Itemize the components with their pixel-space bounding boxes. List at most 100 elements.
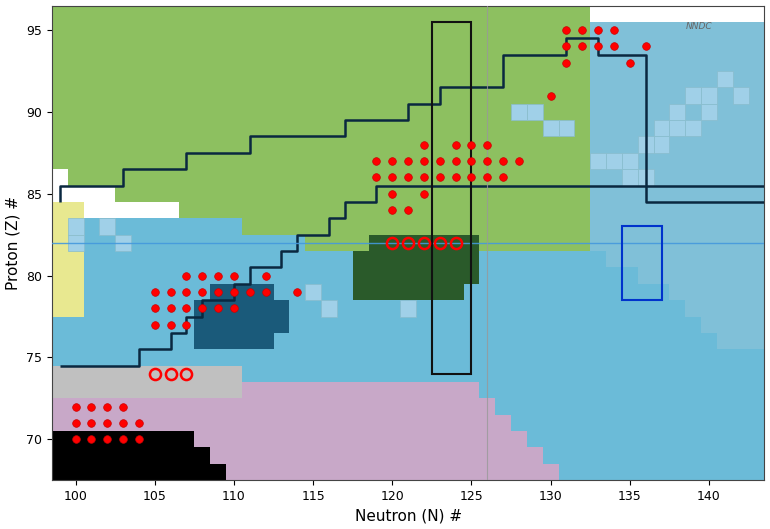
- Bar: [558, 333, 574, 349]
- Bar: [701, 235, 717, 251]
- Bar: [210, 87, 226, 104]
- Bar: [400, 431, 416, 448]
- Bar: [384, 202, 400, 218]
- Bar: [511, 235, 527, 251]
- Bar: [290, 464, 305, 480]
- Bar: [748, 464, 765, 480]
- Y-axis label: Proton (Z) #: Proton (Z) #: [5, 196, 21, 290]
- Bar: [669, 448, 685, 464]
- Bar: [194, 251, 210, 268]
- Bar: [52, 333, 68, 349]
- Bar: [591, 71, 606, 87]
- Bar: [495, 71, 511, 87]
- Bar: [369, 235, 384, 251]
- Bar: [464, 382, 480, 398]
- Bar: [258, 316, 273, 333]
- Bar: [210, 251, 226, 268]
- Bar: [179, 169, 194, 186]
- Bar: [447, 284, 464, 300]
- Bar: [447, 316, 464, 333]
- Bar: [574, 316, 591, 333]
- Bar: [480, 169, 495, 186]
- Bar: [416, 366, 432, 382]
- Bar: [226, 316, 242, 333]
- Bar: [194, 136, 210, 153]
- Bar: [384, 349, 400, 366]
- Bar: [353, 448, 369, 464]
- Bar: [305, 104, 321, 120]
- Bar: [400, 38, 416, 54]
- Bar: [669, 186, 685, 202]
- Bar: [638, 153, 654, 169]
- Bar: [685, 464, 701, 480]
- Bar: [273, 431, 290, 448]
- Bar: [495, 333, 511, 349]
- Bar: [384, 431, 400, 448]
- Bar: [116, 448, 131, 464]
- Bar: [717, 382, 733, 398]
- Bar: [685, 22, 701, 38]
- Bar: [384, 235, 400, 251]
- Bar: [447, 366, 464, 382]
- Bar: [99, 398, 116, 415]
- Bar: [83, 448, 99, 464]
- Bar: [290, 136, 305, 153]
- Bar: [638, 71, 654, 87]
- Bar: [52, 38, 68, 54]
- Bar: [717, 251, 733, 268]
- Bar: [733, 136, 748, 153]
- Bar: [416, 71, 432, 87]
- Bar: [68, 169, 83, 186]
- Bar: [321, 382, 337, 398]
- Bar: [685, 366, 701, 382]
- Bar: [717, 104, 733, 120]
- Bar: [527, 38, 543, 54]
- Bar: [591, 104, 606, 120]
- Bar: [83, 6, 99, 22]
- Bar: [622, 268, 638, 284]
- Bar: [210, 382, 226, 398]
- Bar: [194, 333, 210, 349]
- Bar: [290, 300, 305, 316]
- Bar: [622, 218, 638, 235]
- Bar: [194, 415, 210, 431]
- Bar: [432, 464, 447, 480]
- Bar: [669, 153, 685, 169]
- Bar: [131, 415, 147, 431]
- Bar: [733, 398, 748, 415]
- Bar: [558, 235, 574, 251]
- Bar: [606, 202, 622, 218]
- Bar: [131, 71, 147, 87]
- Bar: [733, 186, 748, 202]
- Bar: [511, 349, 527, 366]
- Bar: [654, 284, 669, 300]
- Bar: [416, 349, 432, 366]
- Bar: [321, 202, 337, 218]
- Bar: [353, 284, 369, 300]
- Bar: [622, 316, 638, 333]
- Bar: [701, 464, 717, 480]
- Bar: [162, 431, 179, 448]
- Bar: [495, 366, 511, 382]
- Bar: [99, 284, 116, 300]
- Bar: [131, 218, 147, 235]
- Text: NNDC: NNDC: [685, 22, 712, 31]
- Bar: [717, 202, 733, 218]
- Bar: [258, 120, 273, 136]
- Bar: [242, 464, 258, 480]
- Bar: [83, 431, 99, 448]
- Bar: [52, 300, 68, 316]
- Bar: [606, 235, 622, 251]
- Bar: [194, 120, 210, 136]
- Bar: [558, 153, 574, 169]
- Bar: [748, 431, 765, 448]
- Bar: [447, 382, 464, 398]
- Bar: [210, 316, 226, 333]
- Bar: [305, 235, 321, 251]
- Bar: [638, 38, 654, 54]
- Bar: [543, 218, 558, 235]
- Bar: [305, 398, 321, 415]
- Bar: [495, 202, 511, 218]
- Bar: [638, 268, 654, 284]
- Bar: [353, 415, 369, 431]
